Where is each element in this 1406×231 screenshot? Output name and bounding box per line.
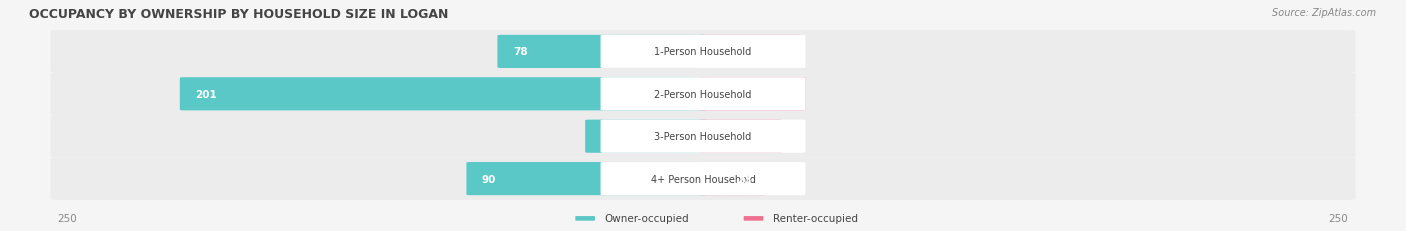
FancyBboxPatch shape xyxy=(467,162,707,195)
FancyBboxPatch shape xyxy=(498,36,707,69)
FancyBboxPatch shape xyxy=(51,116,1355,158)
FancyBboxPatch shape xyxy=(699,36,803,69)
FancyBboxPatch shape xyxy=(575,216,595,221)
FancyBboxPatch shape xyxy=(51,31,1355,73)
Text: 201: 201 xyxy=(195,89,217,99)
FancyBboxPatch shape xyxy=(51,73,1355,116)
Text: 250: 250 xyxy=(1329,213,1348,223)
FancyBboxPatch shape xyxy=(585,120,707,153)
Text: 29: 29 xyxy=(752,132,766,142)
FancyBboxPatch shape xyxy=(600,162,806,195)
Text: 23: 23 xyxy=(737,174,751,184)
Text: 44: 44 xyxy=(600,132,616,142)
Text: 90: 90 xyxy=(482,174,496,184)
Text: Source: ZipAtlas.com: Source: ZipAtlas.com xyxy=(1272,8,1376,18)
Text: 2-Person Household: 2-Person Household xyxy=(654,89,752,99)
FancyBboxPatch shape xyxy=(180,78,707,111)
Text: OCCUPANCY BY OWNERSHIP BY HOUSEHOLD SIZE IN LOGAN: OCCUPANCY BY OWNERSHIP BY HOUSEHOLD SIZE… xyxy=(30,8,449,21)
FancyBboxPatch shape xyxy=(600,36,806,69)
Text: 1-Person Household: 1-Person Household xyxy=(654,47,752,57)
FancyBboxPatch shape xyxy=(699,162,766,195)
FancyBboxPatch shape xyxy=(744,216,763,221)
FancyBboxPatch shape xyxy=(600,78,806,111)
Text: 250: 250 xyxy=(58,213,77,223)
Text: Owner-occupied: Owner-occupied xyxy=(605,213,689,223)
Text: 78: 78 xyxy=(513,47,527,57)
FancyBboxPatch shape xyxy=(600,120,806,153)
Text: 4+ Person Household: 4+ Person Household xyxy=(651,174,755,184)
Text: 3-Person Household: 3-Person Household xyxy=(654,132,752,142)
FancyBboxPatch shape xyxy=(699,120,782,153)
FancyBboxPatch shape xyxy=(699,78,806,111)
Text: 38: 38 xyxy=(775,89,790,99)
FancyBboxPatch shape xyxy=(51,158,1355,200)
Text: Renter-occupied: Renter-occupied xyxy=(773,213,858,223)
Text: 37: 37 xyxy=(773,47,787,57)
